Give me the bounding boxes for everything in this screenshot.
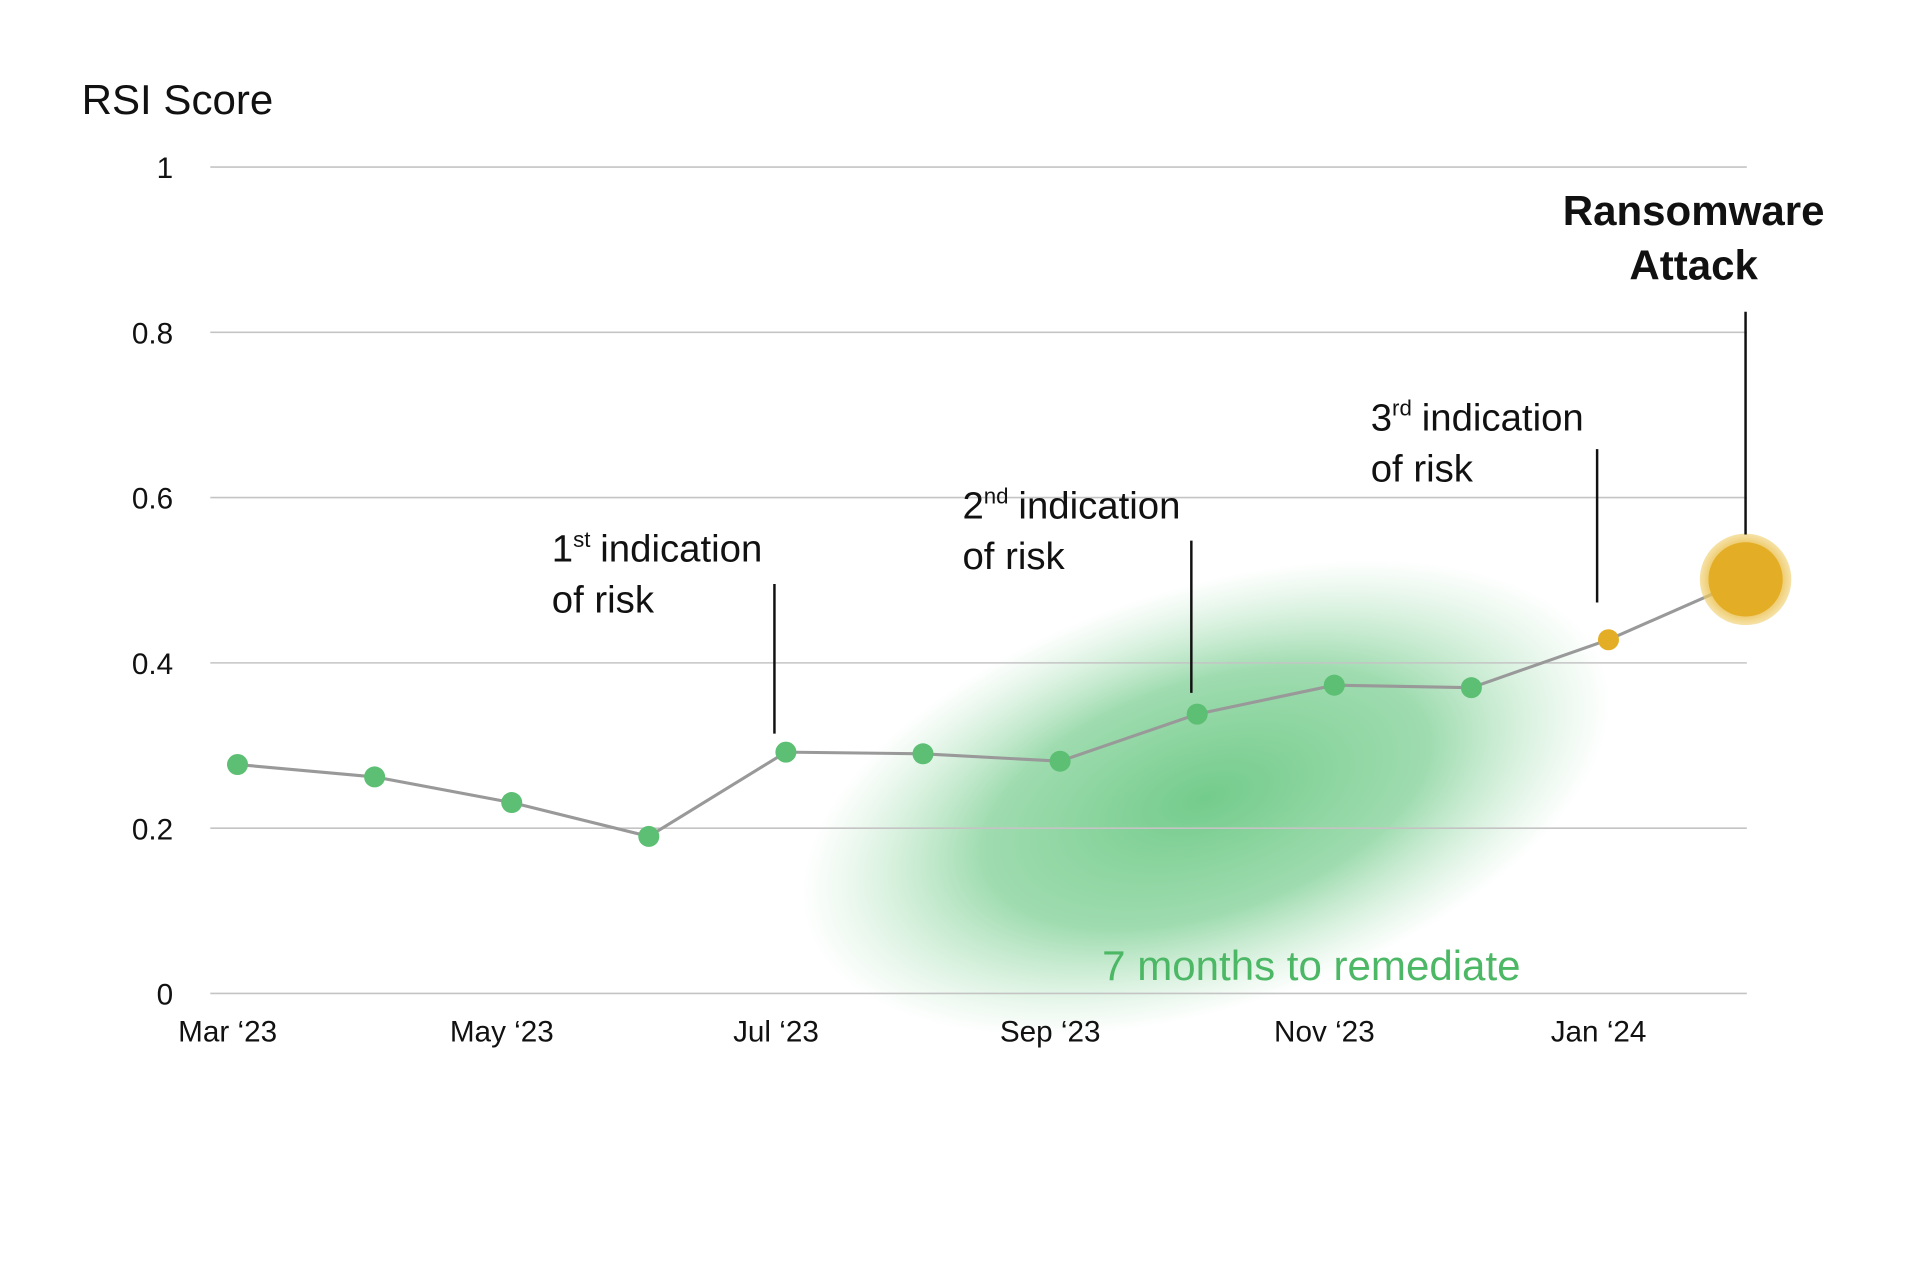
event-label: Ransomware: [1563, 187, 1825, 234]
y-tick-label: 0.6: [132, 483, 173, 516]
data-point: [1049, 750, 1071, 772]
annotation-number: 1: [552, 528, 573, 571]
x-tick-label: Jul ‘23: [733, 1016, 819, 1049]
remediation-label: 7 months to remediate: [1102, 942, 1520, 989]
y-tick-label: 0.4: [132, 648, 173, 681]
y-tick-label: 0: [157, 979, 174, 1012]
data-point: [501, 792, 523, 814]
x-tick-label: Nov ‘23: [1274, 1016, 1375, 1049]
data-point: [227, 754, 249, 776]
data-point: [912, 743, 934, 765]
annotation-line2: of risk: [552, 578, 655, 621]
x-tick-label: May ‘23: [450, 1016, 554, 1049]
annotation: 3rd indication: [1371, 396, 1584, 440]
x-tick-label: Mar ‘23: [178, 1016, 277, 1049]
x-tick-label: Jan ‘24: [1551, 1016, 1647, 1049]
annotation-text: indication: [1422, 397, 1584, 440]
annotation-suffix: nd: [984, 484, 1009, 509]
annotation-line2: of risk: [1371, 447, 1474, 490]
data-point: [364, 766, 386, 788]
data-point: [1323, 674, 1345, 696]
data-point: [638, 825, 660, 847]
annotation-suffix: st: [573, 527, 591, 552]
data-point: [775, 741, 797, 763]
annotation-text: indication: [1018, 484, 1180, 527]
annotation-suffix: rd: [1392, 396, 1412, 421]
data-line: [237, 577, 1747, 839]
y-tick-label: 0.8: [132, 317, 173, 350]
annotation: 2nd indication: [962, 484, 1180, 528]
annotation: 1st indication: [552, 527, 763, 571]
annotation-number: 2: [962, 484, 983, 527]
annotation-text: indication: [600, 528, 762, 571]
y-tick-label: 0.2: [132, 813, 173, 846]
x-tick-label: Sep ‘23: [1000, 1016, 1101, 1049]
remediation-highlight: [800, 559, 1612, 1037]
annotation-line2: of risk: [962, 535, 1065, 578]
y-tick-label: 1: [157, 152, 174, 185]
event-point-core: [1708, 542, 1783, 617]
data-point: [1597, 629, 1619, 651]
data-point: [1186, 703, 1208, 725]
annotation-number: 3: [1371, 397, 1392, 440]
data-point: [1460, 677, 1482, 699]
y-axis-title: RSI Score: [82, 76, 274, 123]
event-label: Attack: [1629, 242, 1758, 289]
